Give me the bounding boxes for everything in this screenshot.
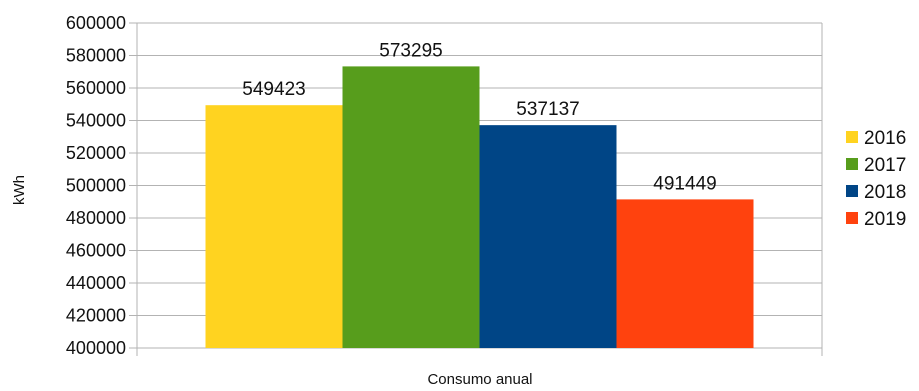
- y-tick-label: 580000: [66, 46, 126, 66]
- y-axis: 400000 420000 440000 460000 480000 500000 5200…: [66, 13, 137, 358]
- bar-2016: [205, 105, 343, 348]
- bars: [205, 66, 754, 348]
- bar-2018: [479, 125, 617, 348]
- data-labels: 549423 573295 537137 491449: [242, 40, 716, 194]
- legend-swatch-2017: [846, 158, 858, 170]
- legend-label-2019: 2019: [864, 209, 906, 230]
- y-tick-label: 440000: [66, 273, 126, 293]
- y-tick-label: 540000: [66, 111, 126, 131]
- y-tick-label: 420000: [66, 306, 126, 326]
- bar-2017: [342, 66, 480, 348]
- y-tick-label: 460000: [66, 241, 126, 261]
- data-label-2018: 537137: [516, 99, 579, 120]
- y-tick-label: 500000: [66, 176, 126, 196]
- legend-label-2018: 2018: [864, 182, 906, 203]
- y-tick-label: 480000: [66, 208, 126, 228]
- y-axis-title: kWh: [11, 175, 28, 205]
- data-label-2019: 491449: [653, 173, 716, 194]
- y-tick-label: 400000: [66, 338, 126, 358]
- legend: 2016 2017 2018 2019: [846, 128, 906, 230]
- legend-swatch-2019: [846, 212, 858, 224]
- data-label-2016: 549423: [242, 79, 305, 100]
- legend-label-2017: 2017: [864, 155, 906, 176]
- y-tick-label: 600000: [66, 13, 126, 33]
- legend-swatch-2016: [846, 131, 858, 143]
- legend-label-2016: 2016: [864, 128, 906, 149]
- legend-swatch-2018: [846, 185, 858, 197]
- data-label-2017: 573295: [379, 40, 442, 61]
- y-tick-label: 520000: [66, 143, 126, 163]
- x-axis-category-label: Consumo anual: [427, 371, 532, 388]
- y-tick-label: 560000: [66, 78, 126, 98]
- bar-2019: [616, 199, 754, 348]
